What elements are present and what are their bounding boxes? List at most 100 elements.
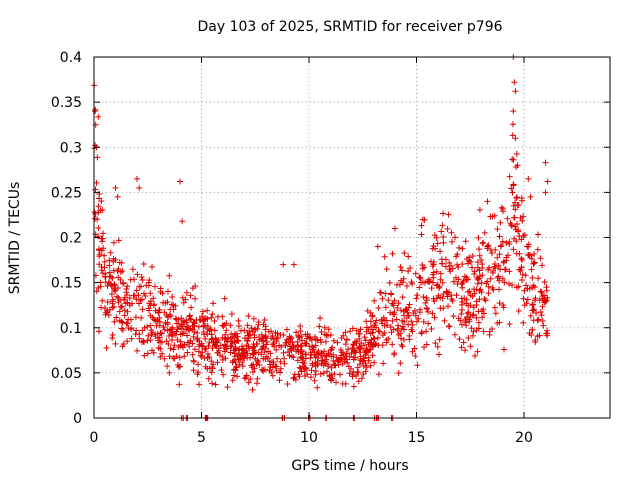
data-point: [205, 326, 212, 333]
data-point: [119, 268, 126, 275]
data-point: [530, 260, 537, 267]
data-point: [454, 251, 461, 258]
data-point: [129, 266, 136, 273]
data-point: [131, 276, 138, 283]
data-point: [334, 339, 341, 346]
data-point: [140, 339, 147, 346]
data-point: [311, 351, 318, 358]
data-point: [531, 259, 538, 266]
data-point: [131, 292, 138, 299]
data-point: [106, 257, 113, 264]
data-point: [330, 337, 337, 344]
data-point: [499, 238, 506, 245]
data-point: [509, 189, 516, 196]
data-point: [361, 334, 368, 341]
data-point: [458, 301, 465, 308]
data-point: [423, 328, 430, 335]
data-point: [121, 312, 128, 319]
x-tick-label: 15: [408, 430, 426, 446]
data-point: [109, 335, 116, 342]
data-point: [521, 287, 528, 294]
data-point: [189, 351, 196, 358]
data-point: [166, 353, 173, 360]
data-point: [195, 348, 202, 355]
data-point: [164, 327, 171, 334]
data-point: [379, 295, 386, 302]
data-point: [473, 314, 480, 321]
data-point: [519, 271, 526, 278]
data-point: [397, 263, 404, 270]
data-point: [128, 316, 135, 323]
data-point: [114, 193, 121, 200]
data-point: [276, 342, 283, 349]
data-point: [146, 307, 153, 314]
data-point: [199, 349, 206, 356]
data-point: [439, 279, 446, 286]
data-point: [513, 284, 520, 291]
data-point: [526, 285, 533, 292]
data-point: [442, 263, 449, 270]
data-point: [95, 203, 102, 210]
data-point: [181, 353, 188, 360]
data-point: [108, 291, 115, 298]
data-point: [118, 259, 125, 266]
data-point: [234, 352, 241, 359]
data-point: [139, 327, 146, 334]
data-point: [448, 296, 455, 303]
data-point: [161, 355, 168, 362]
data-point: [262, 356, 269, 363]
data-point: [261, 317, 268, 324]
data-point: [115, 266, 122, 273]
data-point: [326, 372, 333, 379]
data-point: [460, 339, 467, 346]
data-point: [325, 326, 332, 333]
data-point: [543, 284, 550, 291]
data-point: [462, 347, 469, 354]
data-point: [140, 338, 147, 345]
data-point: [139, 306, 146, 313]
data-point: [319, 357, 326, 364]
data-point: [122, 300, 129, 307]
data-point: [358, 340, 365, 347]
data-point: [135, 300, 142, 307]
data-point: [453, 292, 460, 299]
data-point: [424, 305, 431, 312]
data-point: [444, 303, 451, 310]
data-point: [325, 361, 332, 368]
data-point: [418, 329, 425, 336]
data-point: [99, 297, 106, 304]
data-point: [123, 320, 130, 327]
data-point: [378, 317, 385, 324]
data-point: [92, 186, 99, 193]
data-point: [477, 286, 484, 293]
data-point: [172, 315, 179, 322]
data-point: [164, 363, 171, 370]
data-point: [383, 317, 390, 324]
data-point: [530, 306, 537, 313]
x-tick-label: 5: [197, 430, 206, 446]
data-point: [312, 354, 319, 361]
data-point: [455, 263, 462, 270]
data-point: [524, 296, 531, 303]
data-point: [515, 227, 522, 234]
data-point: [190, 333, 197, 340]
data-point: [180, 330, 187, 337]
data-point: [244, 338, 251, 345]
data-point: [349, 325, 356, 332]
data-point: [110, 267, 117, 274]
data-point: [416, 274, 423, 281]
data-point: [331, 361, 338, 368]
data-point: [499, 208, 506, 215]
data-point: [374, 334, 381, 341]
data-point: [246, 345, 253, 352]
data-point: [227, 343, 234, 350]
chart-title: Day 103 of 2025, SRMTID for receiver p79…: [197, 19, 502, 35]
data-point: [167, 313, 174, 320]
data-point: [294, 357, 301, 364]
data-point: [254, 380, 261, 387]
data-point: [367, 343, 374, 350]
data-point: [273, 346, 280, 353]
data-point: [387, 323, 394, 330]
data-point: [496, 300, 503, 307]
